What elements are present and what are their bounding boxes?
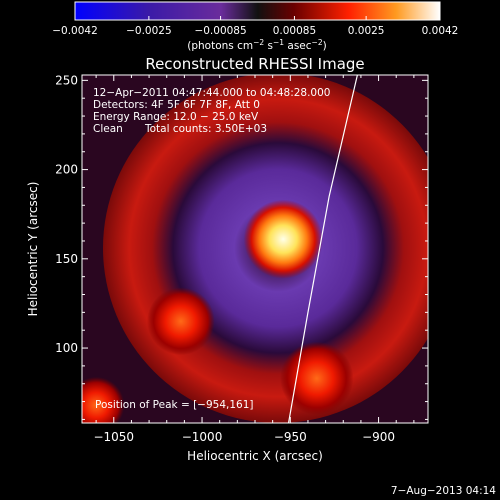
- annotation-time: 12−Apr−2011 04:47:44.000 to 04:48:28.000: [93, 87, 330, 99]
- annotation-detectors: Detectors: 4F 5F 6F 7F 8F, Att 0: [93, 99, 260, 111]
- colorbar-tick-label: 0.0025: [348, 25, 385, 37]
- colorbar-units: (photons cm−2 s−1 asec−2): [187, 38, 326, 52]
- x-tick-label: −1000: [182, 430, 223, 444]
- colorbar-tick-label: 0.0042: [422, 25, 459, 37]
- annotation-clean: Clean: [93, 123, 123, 135]
- y-tick-label: 250: [55, 73, 78, 87]
- y-tick-label: 150: [55, 252, 78, 266]
- x-axis-label: Heliocentric X (arcsec): [187, 449, 323, 463]
- colorbar-tick-label: 0.00085: [273, 25, 316, 37]
- date-stamp: 7−Aug−2013 04:14: [391, 485, 496, 497]
- colorbar-gradient: [75, 2, 440, 20]
- colorbar: −0.0042 −0.0025 −0.00085 0.00085 0.0025 0.004…: [52, 2, 458, 52]
- peak-position-label: Position of Peak = [−954,161]: [95, 399, 254, 411]
- secondary-source-2: [280, 342, 353, 415]
- annotation-counts: Total counts: 3.50E+03: [144, 123, 267, 135]
- x-tick-label: −900: [362, 430, 395, 444]
- colorbar-tick-label: −0.0042: [52, 25, 98, 37]
- x-tick-label: −950: [274, 430, 307, 444]
- y-axis-label: Heliocentric Y (arcsec): [26, 182, 40, 317]
- chart-title: Reconstructed RHESSI Image: [145, 55, 364, 73]
- colorbar-tick-label: −0.00085: [194, 25, 246, 37]
- colorbar-tick-label: −0.0025: [126, 25, 172, 37]
- annotation-energy: Energy Range: 12.0 − 25.0 keV: [93, 111, 259, 123]
- y-tick-label: 100: [55, 341, 78, 355]
- peak-source: [244, 200, 323, 279]
- secondary-source-1: [147, 287, 215, 355]
- x-tick-label: −1050: [93, 430, 134, 444]
- y-tick-label: 200: [55, 163, 78, 177]
